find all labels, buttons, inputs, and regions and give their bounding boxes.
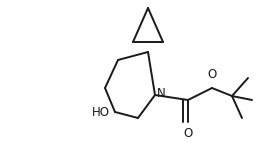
Text: O: O	[183, 127, 193, 140]
Text: O: O	[207, 68, 217, 81]
Text: N: N	[157, 86, 166, 100]
Text: HO: HO	[92, 106, 110, 118]
